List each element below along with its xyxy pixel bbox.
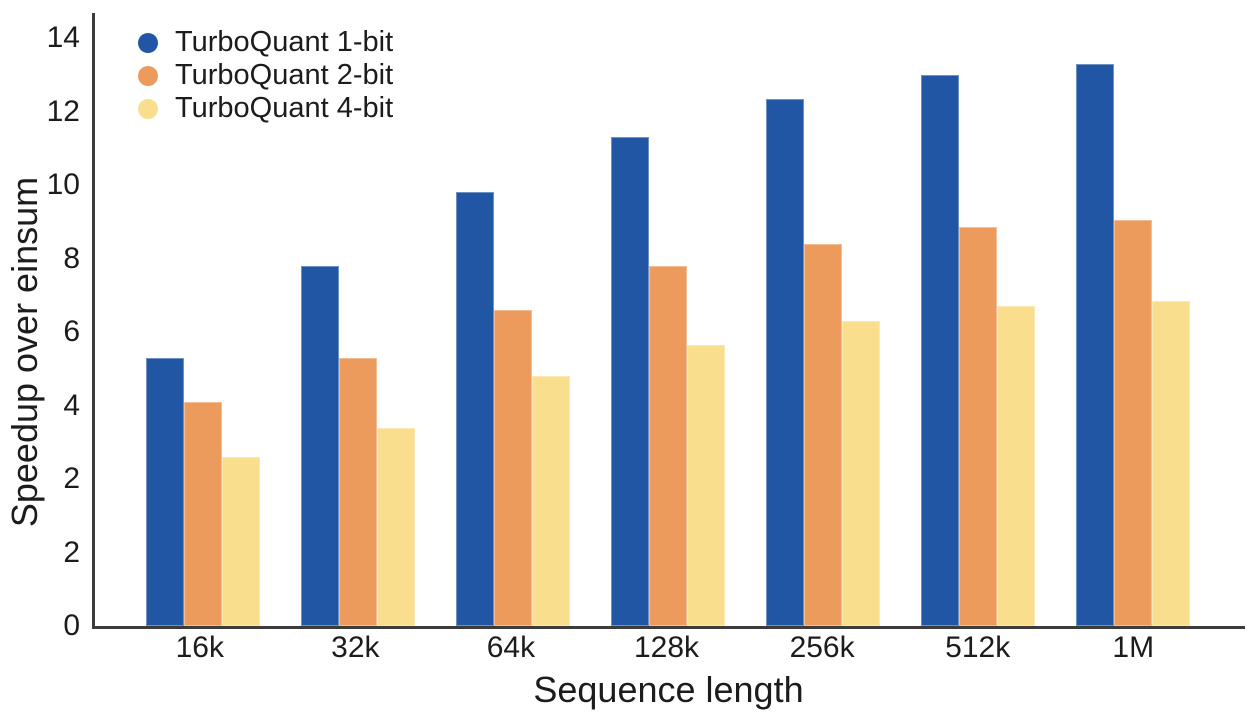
bar-turboquant-1-bit-512k (921, 74, 960, 626)
bar-group-256k (746, 38, 901, 626)
x-tick-label-256k: 256k (789, 631, 855, 664)
y-tick-label-0: 0 (63, 609, 80, 642)
legend: TurboQuant 1-bit TurboQuant 2-bit TurboQua… (138, 26, 393, 125)
bar-turboquant-2-bit-512k (959, 227, 998, 626)
y-tick-label-2: 2 (63, 462, 80, 495)
legend-item-turboquant-1-bit: TurboQuant 1-bit (138, 26, 393, 59)
x-tick-label-1M: 1M (1112, 631, 1155, 664)
bar-turboquant-4-bit-32k (376, 427, 415, 626)
y-tick-label-3: 4 (63, 388, 80, 422)
bar-turboquant-4-bit-64k (531, 376, 570, 626)
bar-group-1M (1056, 38, 1211, 626)
bar-turboquant-4-bit-256k (842, 321, 881, 626)
bar-group-128k (590, 38, 745, 626)
x-tick-label-16k: 16k (175, 631, 224, 664)
legend-dot-icon (138, 98, 158, 119)
bar-turboquant-1-bit-128k (610, 137, 649, 626)
bar-turboquant-2-bit-16k (183, 401, 222, 626)
legend-item-turboquant-2-bit: TurboQuant 2-bit (138, 59, 393, 92)
bar-turboquant-4-bit-128k (686, 344, 725, 626)
bar-turboquant-2-bit-1M (1114, 219, 1153, 626)
bar-turboquant-4-bit-512k (997, 306, 1036, 626)
legend-label: TurboQuant 2-bit (175, 59, 394, 91)
x-tick-label-64k: 64k (486, 631, 536, 664)
bar-turboquant-1-bit-16k (145, 357, 184, 626)
bar-turboquant-1-bit-1M (1076, 63, 1115, 626)
bar-group-32k (280, 38, 435, 626)
y-tick-label-8: 14 (46, 21, 80, 54)
x-tick-label-512k: 512k (945, 631, 1011, 664)
y-tick-label-4: 6 (63, 315, 80, 348)
y-tick-label-1: 2 (63, 535, 80, 569)
bar-turboquant-2-bit-128k (648, 265, 687, 626)
bar-turboquant-1-bit-64k (455, 192, 494, 626)
y-tick-label-5: 8 (63, 241, 80, 275)
bar-turboquant-2-bit-64k (493, 309, 532, 626)
y-axis-tick-labels: 0 2 2 4 6 8 10 12 14 (0, 13, 80, 642)
x-tick-label-32k: 32k (331, 631, 380, 664)
legend-dot-icon (138, 32, 158, 53)
legend-label: TurboQuant 1-bit (175, 26, 394, 58)
bar-turboquant-1-bit-32k (300, 265, 339, 626)
y-tick-label-6: 10 (46, 168, 80, 201)
x-tick-label-128k: 128k (633, 631, 700, 664)
x-axis-tick-labels: 16k 32k 64k 128k 256k 512k 1M (92, 632, 1245, 664)
bar-turboquant-2-bit-32k (338, 357, 377, 626)
x-axis-title: Sequence length (533, 669, 804, 710)
bar-turboquant-2-bit-256k (804, 243, 843, 626)
bar-turboquant-4-bit-16k (221, 457, 260, 626)
legend-item-turboquant-4-bit: TurboQuant 4-bit (138, 92, 393, 125)
bar-turboquant-4-bit-1M (1152, 300, 1191, 626)
legend-label: TurboQuant 4-bit (175, 92, 394, 124)
bar-group-512k (901, 38, 1056, 626)
bar-turboquant-1-bit-256k (766, 98, 805, 626)
bar-group-64k (435, 38, 590, 626)
legend-dot-icon (138, 65, 158, 86)
y-tick-label-7: 12 (46, 94, 80, 128)
bar-group-16k (125, 38, 280, 626)
plot-area (92, 13, 1245, 629)
bars-container (95, 38, 1245, 626)
